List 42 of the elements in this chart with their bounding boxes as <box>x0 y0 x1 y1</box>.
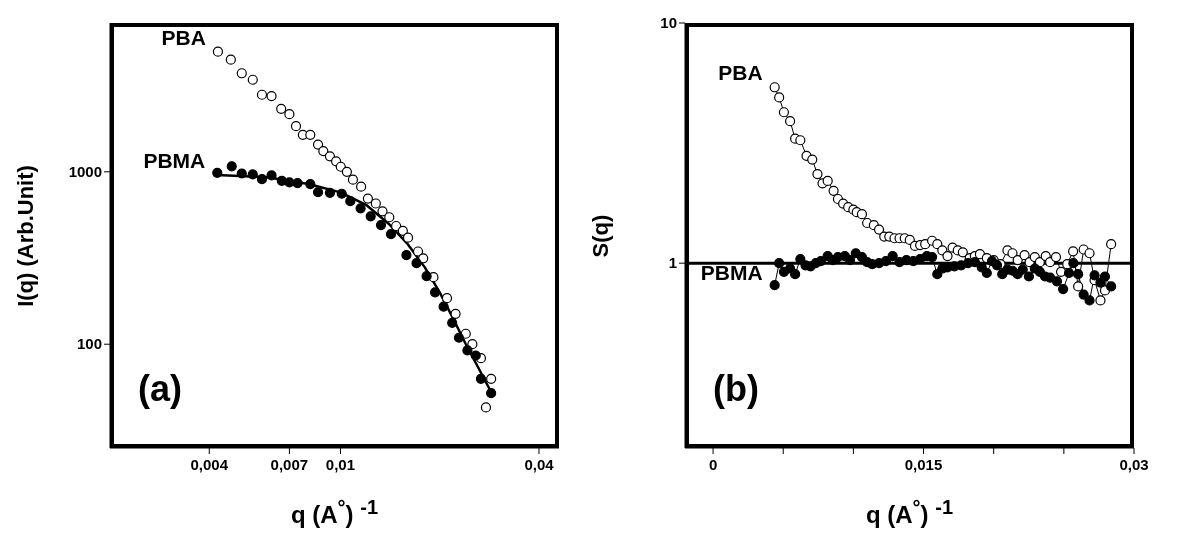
series-label: PBA <box>161 25 206 50</box>
x-tick-label: 0,04 <box>524 456 555 473</box>
point <box>815 256 826 267</box>
annotation: (a) <box>138 368 182 410</box>
x-tick-label: 0,015 <box>904 456 943 473</box>
series-label: PBMA <box>143 148 206 173</box>
y-axis-title: S(q) <box>588 214 614 257</box>
point <box>1073 269 1084 280</box>
series-label: PBA <box>718 61 763 86</box>
y-tick-label: 1 <box>668 254 677 272</box>
point <box>1017 264 1028 275</box>
y-axis-title: I(q) (Arb.Unit) <box>13 164 39 307</box>
annotation: (b) <box>713 368 759 410</box>
x-axis-title: q (A$^{°}$) $^{-1}$ <box>864 496 955 529</box>
point <box>887 251 898 262</box>
point <box>790 269 801 280</box>
point <box>774 258 785 269</box>
x-tick-label: 0,004 <box>190 456 229 473</box>
point <box>844 254 856 266</box>
y-tick-label: 10 <box>660 14 677 31</box>
series-label: PBMA <box>700 261 763 286</box>
x-tick-label: 0,01 <box>325 456 356 473</box>
point <box>1078 289 1089 300</box>
x-tick-label: 0 <box>708 456 718 473</box>
x-axis-title: q (A$^{°}$) $^{-1}$ <box>289 496 380 529</box>
y-tick-label: 1000 <box>68 162 102 180</box>
point <box>1051 276 1063 287</box>
point <box>991 260 1003 271</box>
x-tick-label: 0,007 <box>270 456 309 473</box>
point <box>880 256 892 267</box>
y-tick-label: 100 <box>76 335 102 353</box>
point <box>1106 281 1117 292</box>
point <box>981 267 992 279</box>
point <box>769 280 780 291</box>
point <box>1084 295 1095 306</box>
point <box>1063 267 1075 279</box>
point <box>1058 283 1069 295</box>
point <box>1089 270 1100 281</box>
x-tick-label: 0,03 <box>1119 456 1149 473</box>
point <box>1023 271 1035 282</box>
point <box>1099 271 1111 282</box>
point <box>1068 258 1079 269</box>
